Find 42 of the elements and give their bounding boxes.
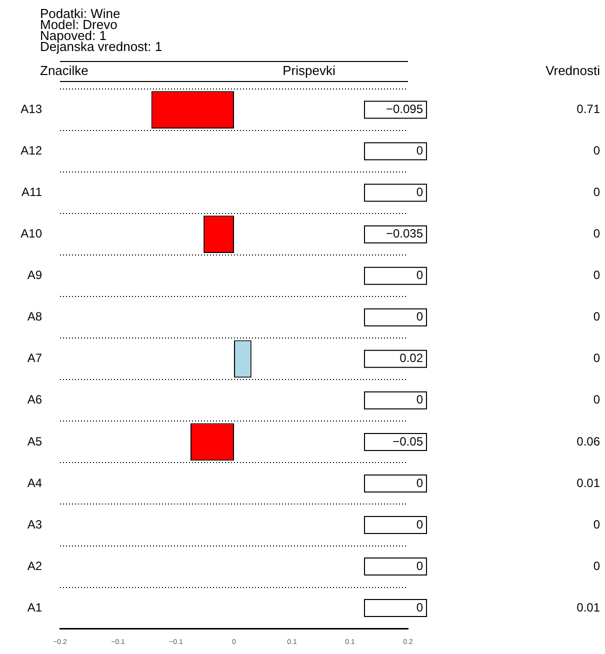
text: 0 (593, 310, 600, 324)
y-tick-label: A8 (27, 310, 42, 324)
y-tick-label: A11 (22, 185, 42, 200)
text: 0 (593, 392, 600, 407)
text: 0 (593, 144, 600, 158)
y-tick-label: A12 (20, 144, 42, 158)
data-label: 0 (416, 392, 424, 407)
y-tick-label: A10 (20, 226, 42, 241)
data-label: −0.05 (392, 434, 424, 448)
y-tick-label: A5 (27, 434, 42, 448)
data-label: −0.035 (386, 226, 424, 241)
data-label: 0 (416, 185, 424, 200)
text: 0 (593, 185, 600, 200)
data-label: 0 (416, 310, 424, 324)
y-tick-label: A13 (20, 102, 42, 116)
text: 0.01 (576, 600, 600, 614)
text: 0 (593, 517, 600, 532)
y-axis-title: Znacilke (40, 63, 88, 78)
text: 0.71 (576, 102, 600, 116)
y-tick-label: A1 (27, 600, 42, 614)
data-label: 0 (416, 476, 424, 490)
y-tick-label: A7 (27, 351, 42, 366)
data-label: 0 (416, 268, 424, 282)
text: 0 (593, 558, 600, 573)
data-label: 0 (416, 558, 424, 573)
data-label: 0 (416, 144, 424, 158)
y-tick-label: A6 (27, 392, 42, 407)
data-label: 0 (416, 517, 424, 532)
text: 0 (593, 351, 600, 366)
data-label: −0.095 (386, 102, 424, 116)
y-tick-label: A4 (27, 476, 42, 490)
y-tick-label: A2 (27, 558, 42, 573)
data-label: 0.02 (400, 351, 424, 366)
data-label: 0 (416, 600, 424, 614)
y-tick-label: A3 (27, 517, 42, 532)
text: 0.06 (576, 434, 600, 448)
text: 0 (593, 226, 600, 241)
text: Vrednosti (546, 63, 600, 78)
x-axis-title: Prispevki (282, 63, 336, 78)
text: 0 (593, 268, 600, 282)
y-tick-label: A9 (27, 268, 42, 282)
text: 0.01 (576, 476, 600, 490)
